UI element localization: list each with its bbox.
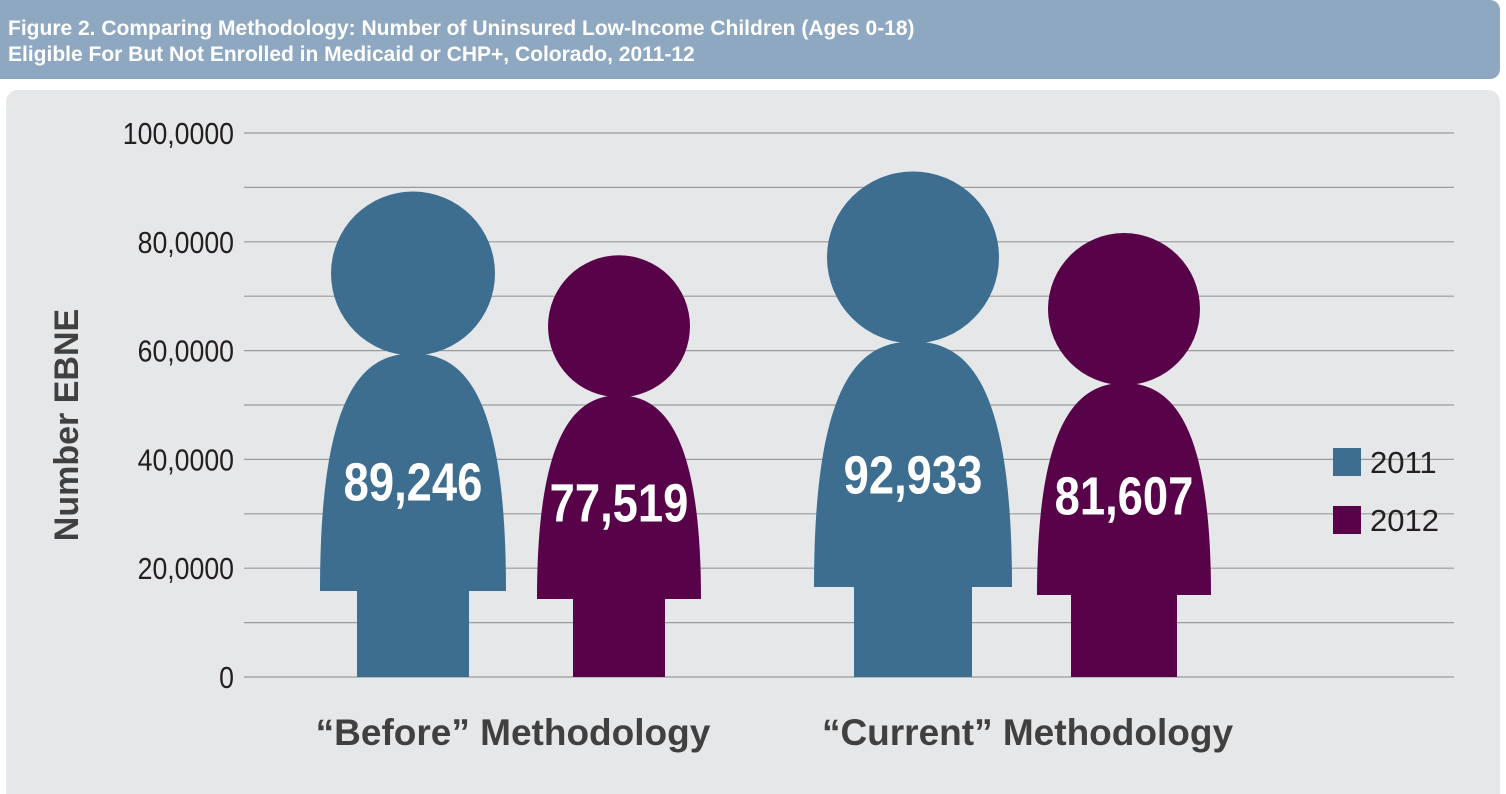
- chart-svg: 89,246 92,933 77,519 81,607 0 20,0000 40,0000…: [48, 117, 1454, 753]
- data-label: 81,607: [1055, 466, 1194, 527]
- y-tick-label: 60,0000: [138, 335, 234, 369]
- legend-swatch: [1333, 448, 1361, 476]
- data-label: 89,246: [344, 452, 483, 513]
- legend: 2011 2012: [1333, 445, 1439, 538]
- person-mark-2012-2: 81,607: [1037, 233, 1211, 677]
- person-head: [331, 191, 495, 356]
- person-mark-2011-2: 92,933: [814, 171, 1012, 677]
- person-legs: [854, 586, 972, 677]
- person-head: [1048, 233, 1200, 386]
- person-mark-2012-1: 77,519: [537, 255, 701, 677]
- legend-swatch: [1333, 506, 1361, 534]
- y-tick-label: 100,0000: [123, 117, 234, 151]
- legend-label: 2012: [1370, 503, 1439, 538]
- person-head: [827, 171, 999, 344]
- y-axis-title: Number EBNE: [48, 309, 86, 541]
- y-tick-label: 0: [219, 661, 234, 695]
- figure-title-line-1: Figure 2. Comparing Methodology: Number …: [8, 17, 915, 40]
- labels-layer: 0 20,0000 40,0000 60,0000 80,0000 100,0000 “Be…: [123, 117, 1234, 753]
- person-body: [320, 353, 506, 591]
- x-category-label: “Current” Methodology: [822, 712, 1234, 753]
- y-tick-label: 80,0000: [138, 226, 234, 260]
- x-category-label: “Before” Methodology: [316, 712, 711, 753]
- marks-layer: 89,246 92,933 77,519 81,607: [320, 171, 1211, 677]
- chart-panel: 89,246 92,933 77,519 81,607 0 20,0000 40,0000…: [6, 90, 1500, 794]
- person-body: [537, 395, 701, 599]
- figure-title-line-2: Eligible For But Not Enrolled in Medicai…: [8, 43, 695, 66]
- person-legs: [573, 598, 665, 677]
- figure-title-bar: Figure 2. Comparing Methodology: Number …: [0, 0, 1500, 79]
- person-head: [548, 255, 690, 398]
- y-tick-label: 40,0000: [138, 444, 234, 478]
- person-legs: [357, 590, 469, 677]
- person-body: [1037, 383, 1211, 595]
- person-body: [814, 341, 1012, 587]
- legend-label: 2011: [1370, 445, 1437, 480]
- person-legs: [1071, 594, 1177, 677]
- data-label: 92,933: [844, 445, 983, 506]
- person-mark-2011-1: 89,246: [320, 191, 506, 677]
- y-tick-label: 20,0000: [138, 552, 234, 586]
- data-label: 77,519: [550, 473, 689, 534]
